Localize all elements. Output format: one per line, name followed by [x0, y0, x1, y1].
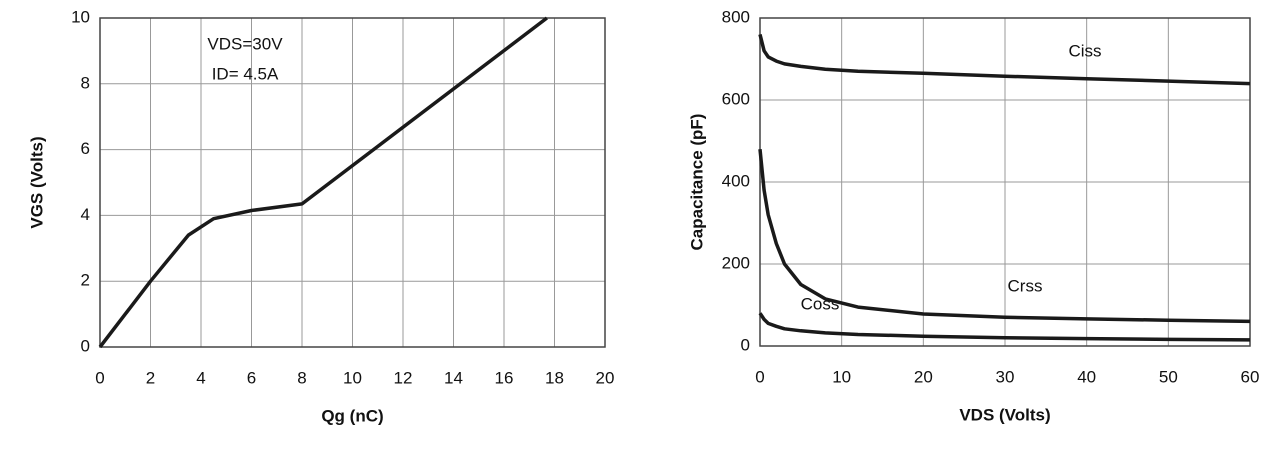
plot-frame — [759, 17, 1251, 347]
annotation: Ciss — [1068, 41, 1101, 60]
y-tick-label: 600 — [722, 89, 750, 108]
y-tick-label: 400 — [722, 171, 750, 190]
x-tick-label: 50 — [1159, 367, 1178, 386]
x-tick-label: 0 — [95, 368, 104, 387]
y-tick-label: 6 — [81, 139, 90, 158]
x-axis-label: Qg (nC) — [321, 406, 383, 425]
y-tick-label: 200 — [722, 253, 750, 272]
x-tick-label: 60 — [1241, 367, 1260, 386]
data-line — [758, 312, 1251, 342]
annotation: Crss — [1008, 276, 1043, 295]
y-tick-label: 4 — [81, 205, 90, 224]
x-tick-label: 14 — [444, 368, 463, 387]
data-line — [758, 149, 1251, 324]
x-tick-label: 20 — [596, 368, 615, 387]
x-tick-label: 40 — [1077, 367, 1096, 386]
y-tick-label: 8 — [81, 73, 90, 92]
y-axis-label: VGS (Volts) — [27, 136, 46, 228]
x-axis-label: VDS (Volts) — [959, 405, 1050, 424]
annotation: ID= 4.5A — [212, 64, 279, 83]
x-tick-label: 30 — [996, 367, 1015, 386]
x-tick-label: 12 — [394, 368, 413, 387]
y-tick-label: 10 — [71, 7, 90, 26]
x-tick-label: 10 — [832, 367, 851, 386]
x-tick-label: 18 — [545, 368, 564, 387]
x-tick-label: 0 — [755, 367, 764, 386]
x-tick-label: 4 — [196, 368, 205, 387]
x-tick-label: 2 — [146, 368, 155, 387]
x-tick-label: 10 — [343, 368, 362, 387]
data-line — [758, 33, 1251, 86]
y-tick-label: 2 — [81, 271, 90, 290]
y-tick-label: 0 — [741, 335, 750, 354]
x-tick-label: 8 — [297, 368, 306, 387]
plot-frame — [99, 17, 606, 348]
y-axis-label: Capacitance (pF) — [687, 114, 706, 251]
annotation: VDS=30V — [207, 34, 283, 53]
x-tick-label: 20 — [914, 367, 933, 386]
x-tick-label: 6 — [247, 368, 256, 387]
y-tick-label: 0 — [81, 336, 90, 355]
y-tick-label: 800 — [722, 7, 750, 26]
x-tick-label: 16 — [495, 368, 514, 387]
data-line — [98, 16, 548, 349]
